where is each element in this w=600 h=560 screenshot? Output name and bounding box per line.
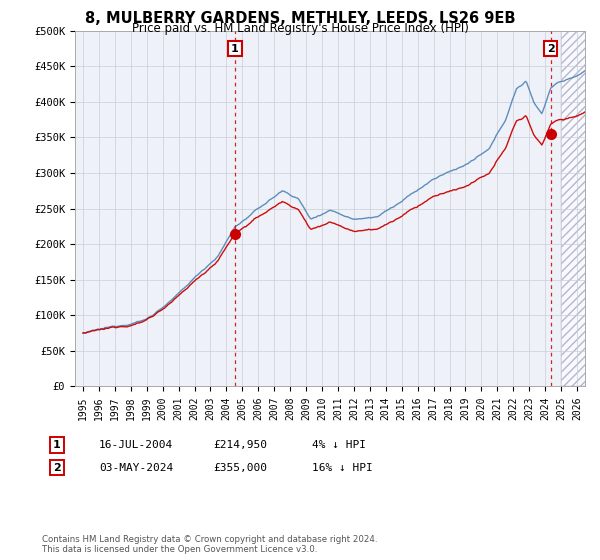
Text: 4% ↓ HPI: 4% ↓ HPI: [312, 440, 366, 450]
Text: 1: 1: [53, 440, 61, 450]
Text: 2: 2: [53, 463, 61, 473]
Text: 16% ↓ HPI: 16% ↓ HPI: [312, 463, 373, 473]
Text: 1: 1: [231, 44, 239, 54]
Text: 16-JUL-2004: 16-JUL-2004: [99, 440, 173, 450]
Text: Contains HM Land Registry data © Crown copyright and database right 2024.
This d: Contains HM Land Registry data © Crown c…: [42, 535, 377, 554]
Bar: [561, 31, 600, 386]
Text: £214,950: £214,950: [213, 440, 267, 450]
Text: 8, MULBERRY GARDENS, METHLEY, LEEDS, LS26 9EB: 8, MULBERRY GARDENS, METHLEY, LEEDS, LS2…: [85, 11, 515, 26]
Text: 2: 2: [547, 44, 554, 54]
Text: 03-MAY-2024: 03-MAY-2024: [99, 463, 173, 473]
Bar: [561, 31, 600, 386]
Text: £355,000: £355,000: [213, 463, 267, 473]
Text: Price paid vs. HM Land Registry's House Price Index (HPI): Price paid vs. HM Land Registry's House …: [131, 22, 469, 35]
